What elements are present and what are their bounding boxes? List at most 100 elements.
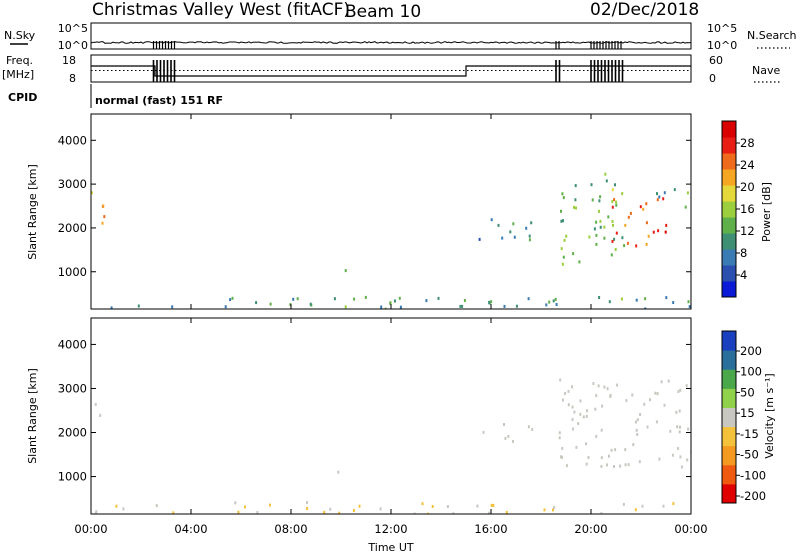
velocity-ytick-label: 1000 [58, 470, 87, 484]
power-pixel [384, 307, 387, 309]
power-pixel [652, 230, 655, 234]
power-pixel [611, 205, 614, 209]
velocity-pixel [94, 512, 97, 514]
power-colorbar-segment [722, 137, 736, 154]
power-pixel [573, 205, 575, 209]
velocity-pixel [636, 433, 639, 436]
velocity-pixel [649, 398, 651, 402]
power-pixel [255, 301, 258, 305]
time-tick-label: 08:00 [274, 522, 307, 536]
velocity-pixel [490, 503, 493, 507]
power-pixel [611, 220, 614, 223]
power-pixel [621, 236, 624, 240]
velocity-pixel [679, 425, 681, 429]
power-pixel [572, 252, 575, 256]
cpid-panel: CPID normal (fast) 151 RF [8, 84, 223, 108]
freq-label-line2: [MHz] [2, 68, 34, 81]
power-pixel [344, 269, 347, 273]
velocity-pixel [552, 508, 554, 512]
power-pixel [614, 183, 616, 187]
velocity-pixel [553, 506, 556, 509]
velocity-pixel [676, 425, 679, 429]
power-pixel [593, 227, 596, 231]
velocity-pixel [667, 379, 670, 383]
power-pixel [686, 191, 689, 195]
velocity-pixel [594, 407, 597, 411]
nsearch-label: N.Search [747, 29, 797, 42]
power-ytick-label: 1000 [58, 265, 87, 279]
nave-tick-top: 60 [709, 54, 723, 67]
power-pixel [425, 299, 428, 303]
velocity-pixel [585, 442, 587, 446]
freq-tick-bottom: 8 [69, 72, 76, 85]
velocity-pixel [672, 502, 675, 506]
power-pixel [101, 221, 104, 225]
velocity-pixel [646, 425, 649, 429]
velocity-pixel [476, 504, 479, 508]
velocity-pixel [624, 448, 627, 452]
velocity-pixel [482, 430, 485, 434]
velocity-pixel [625, 399, 628, 403]
time-tick-label: 20:00 [574, 522, 607, 536]
power-pixel [687, 300, 690, 304]
velocity-pixel [606, 463, 608, 467]
power-pixel [611, 200, 614, 204]
velocity-colorbar: 200 100 50 15 -15 -50 -100 -200 [721, 330, 766, 504]
velocity-pixel [636, 418, 639, 422]
velocity-pixel [572, 427, 575, 431]
velocity-pixel [567, 403, 570, 407]
velocity-data [94, 378, 691, 514]
velocity-pixel [323, 510, 326, 514]
velocity-pixel [601, 404, 604, 408]
power-pixel [612, 223, 614, 227]
velocity-pixel [504, 436, 507, 440]
power-pixel [615, 200, 618, 204]
velocity-pixel [95, 510, 98, 514]
power-pixel [656, 192, 658, 196]
velocity-ytick-label: 3000 [58, 381, 87, 395]
power-pixel [645, 242, 648, 246]
power-pixel [607, 215, 610, 219]
velocity-pixel [641, 504, 644, 508]
velocity-pixel [600, 512, 603, 514]
velocity-pixel [358, 504, 361, 508]
frequency-line [91, 65, 691, 77]
power-colorbar-tick-label: 4 [740, 268, 747, 282]
power-pixel [91, 191, 93, 195]
power-pixel [503, 304, 506, 308]
power-plot-area [91, 114, 691, 309]
power-pixel [102, 204, 105, 208]
velocity-colorbar-tick-label: 15 [740, 406, 755, 420]
velocity-pixel [505, 510, 508, 514]
power-colorbar-tick-label: 24 [740, 158, 755, 172]
velocity-pixel [234, 501, 237, 505]
velocity-colorbar-segment [722, 350, 736, 370]
power-pixel [684, 205, 687, 209]
velocity-colorbar-tick-label: 100 [740, 365, 762, 379]
velocity-colorbar-segment [722, 388, 736, 408]
velocity-pixel [488, 511, 491, 514]
power-colorbar-tick-label: 8 [740, 246, 747, 260]
velocity-pixel [632, 443, 635, 447]
power-pixel [603, 236, 606, 240]
power-pixel [626, 241, 629, 245]
velocity-colorbar-frame [721, 330, 737, 504]
power-pixel [635, 298, 638, 302]
velocity-pixel [677, 390, 680, 394]
power-pixel [605, 179, 608, 183]
freq-label-line1: Freq. [6, 54, 33, 67]
power-colorbar-segment [722, 169, 736, 186]
velocity-pixel [671, 453, 674, 457]
power-pixel [463, 299, 466, 302]
frequency-panel-frame [90, 54, 692, 83]
power-pixel [333, 297, 336, 301]
velocity-pixel [527, 425, 530, 429]
cpid-value: normal (fast) 151 RF [95, 94, 223, 107]
velocity-pixel [585, 414, 588, 418]
velocity-plot-area [91, 318, 691, 514]
power-pixel [614, 248, 617, 251]
velocity-pixel [379, 507, 382, 511]
velocity-pixel [675, 410, 678, 414]
velocity-pixel [586, 409, 589, 413]
power-pixel [565, 234, 568, 238]
